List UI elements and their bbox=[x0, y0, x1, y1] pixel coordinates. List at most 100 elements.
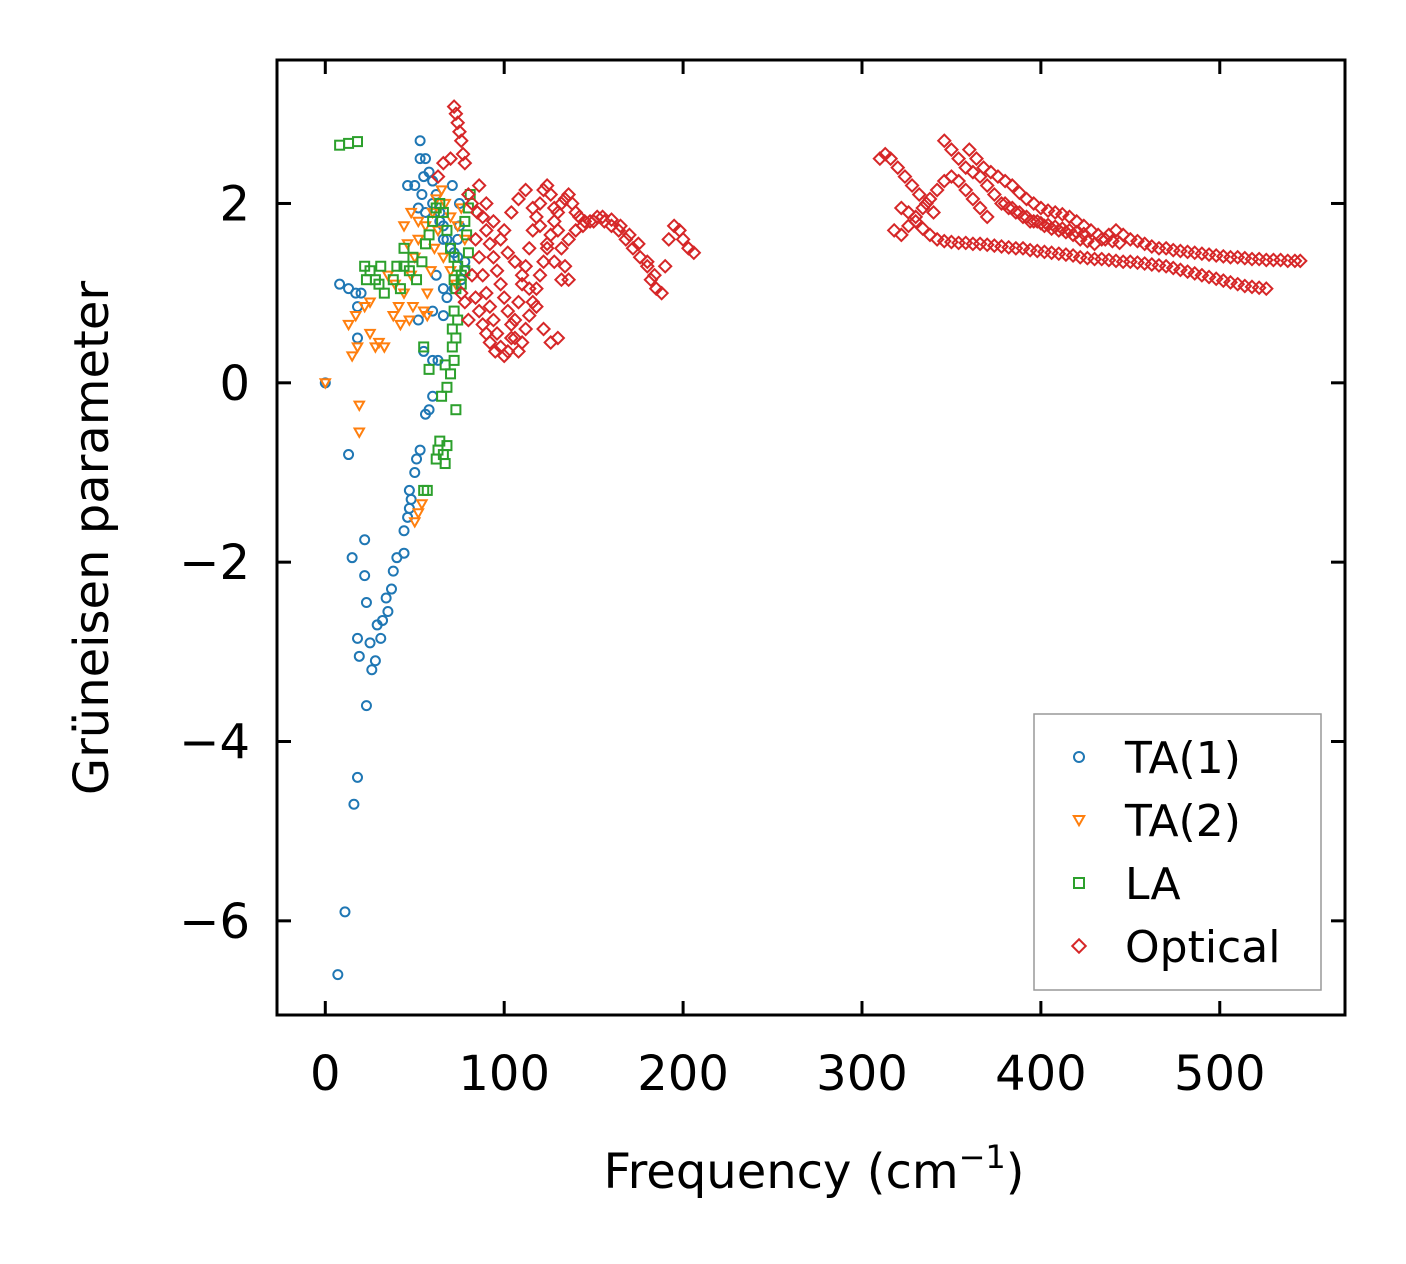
legend-label: Optical bbox=[1125, 922, 1280, 973]
data-point bbox=[528, 299, 544, 315]
data-point bbox=[352, 332, 364, 344]
data-point bbox=[352, 400, 366, 412]
data-point bbox=[596, 213, 612, 229]
data-point bbox=[423, 166, 435, 178]
y-tick-label: 0 bbox=[219, 356, 250, 412]
data-point bbox=[478, 222, 494, 238]
data-point bbox=[441, 292, 453, 304]
data-point bbox=[369, 655, 381, 667]
data-point bbox=[893, 227, 909, 243]
data-point bbox=[536, 182, 552, 198]
data-point bbox=[409, 180, 421, 192]
data-point bbox=[334, 278, 346, 290]
data-point bbox=[392, 301, 406, 314]
data-point bbox=[358, 301, 372, 314]
data-point bbox=[536, 254, 552, 270]
legend-item: Optical bbox=[1070, 922, 1280, 973]
data-point bbox=[387, 274, 399, 286]
data-point bbox=[500, 343, 516, 359]
data-point bbox=[435, 185, 449, 197]
data-point bbox=[443, 151, 459, 167]
data-point bbox=[471, 249, 487, 265]
data-point bbox=[1065, 227, 1081, 243]
data-point bbox=[532, 218, 548, 234]
x-axis-label: Frequency (cm−1) bbox=[603, 1138, 1024, 1200]
data-point bbox=[886, 222, 902, 238]
legend-marker bbox=[1073, 751, 1085, 763]
legend-marker bbox=[1073, 877, 1085, 889]
data-point bbox=[943, 142, 959, 158]
x-axis-label-close: ) bbox=[1006, 1144, 1025, 1200]
data-point bbox=[348, 798, 360, 810]
data-point bbox=[394, 283, 406, 295]
data-point bbox=[951, 151, 967, 167]
data-point bbox=[385, 583, 397, 595]
data-point bbox=[375, 260, 387, 272]
data-point bbox=[546, 200, 562, 216]
data-point bbox=[366, 664, 378, 676]
data-point bbox=[539, 240, 555, 256]
data-point bbox=[416, 256, 428, 268]
data-point bbox=[405, 493, 417, 505]
data-point bbox=[1015, 209, 1031, 225]
x-axis-label-exponent: −1 bbox=[959, 1138, 1006, 1176]
data-point bbox=[427, 390, 439, 402]
data-point bbox=[378, 287, 390, 299]
data-point bbox=[462, 247, 474, 259]
data-point bbox=[475, 267, 491, 283]
data-point bbox=[550, 222, 566, 238]
data-point bbox=[943, 169, 959, 185]
data-point bbox=[493, 276, 509, 292]
data-point bbox=[518, 321, 534, 337]
data-point bbox=[1076, 226, 1092, 242]
data-point bbox=[450, 332, 462, 344]
data-point bbox=[445, 368, 457, 380]
data-point bbox=[411, 216, 425, 229]
data-point bbox=[1036, 218, 1052, 234]
data-point bbox=[904, 178, 920, 194]
legend-frame bbox=[1033, 713, 1322, 991]
data-point bbox=[929, 182, 945, 198]
data-point bbox=[398, 547, 410, 559]
data-point bbox=[661, 231, 677, 247]
data-point bbox=[936, 133, 952, 149]
data-point bbox=[411, 453, 423, 465]
series-layer bbox=[318, 99, 1308, 981]
data-point bbox=[521, 308, 537, 324]
data-point bbox=[1054, 206, 1070, 222]
data-point bbox=[926, 204, 942, 220]
data-point bbox=[514, 334, 530, 350]
data-point bbox=[402, 315, 416, 327]
data-point bbox=[557, 191, 573, 207]
legend-label: LA bbox=[1125, 859, 1181, 910]
data-point bbox=[503, 204, 519, 220]
data-point bbox=[420, 288, 434, 300]
data-point bbox=[958, 160, 974, 176]
data-point bbox=[487, 343, 503, 359]
data-point bbox=[1033, 200, 1049, 216]
data-point bbox=[359, 570, 371, 582]
data-point bbox=[436, 252, 450, 265]
data-point bbox=[553, 272, 569, 288]
data-point bbox=[686, 245, 702, 261]
data-point bbox=[532, 267, 548, 283]
x-axis-ticks bbox=[323, 60, 1222, 1015]
legend-marker bbox=[1072, 815, 1086, 828]
data-point bbox=[411, 508, 425, 520]
data-point bbox=[500, 303, 516, 319]
data-point bbox=[482, 236, 498, 252]
data-point bbox=[411, 274, 423, 286]
data-point bbox=[604, 218, 620, 234]
x-tick-label: 200 bbox=[637, 1046, 729, 1102]
data-point bbox=[883, 151, 899, 167]
data-point bbox=[457, 155, 473, 171]
data-point bbox=[318, 378, 332, 390]
data-point bbox=[1287, 253, 1303, 269]
legend-item: TA(1) bbox=[1073, 733, 1241, 784]
data-point bbox=[893, 200, 909, 216]
data-point bbox=[543, 187, 559, 202]
legend-item: TA(2) bbox=[1072, 796, 1241, 847]
data-point bbox=[514, 267, 530, 283]
data-point bbox=[430, 169, 446, 185]
data-point bbox=[386, 310, 400, 323]
